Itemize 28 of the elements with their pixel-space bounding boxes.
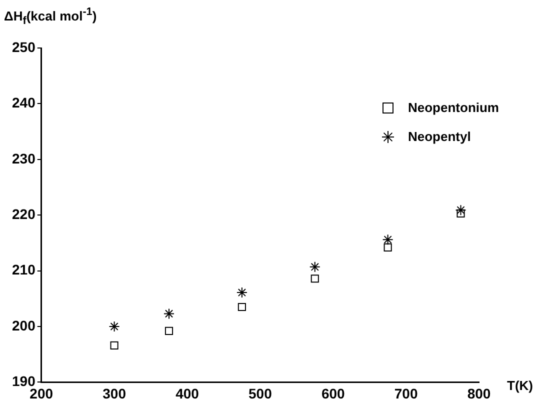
legend-label: Neopentonium [408,100,499,115]
point [108,321,120,332]
point [310,274,319,283]
y-tick-label: 210 [12,262,36,278]
x-tick-label: 400 [176,385,200,402]
y-tick-label: 220 [12,206,36,222]
x-tick-label: 800 [467,385,491,402]
y-tick-label: 240 [12,94,36,111]
point [164,308,175,320]
point [456,209,465,218]
point [384,243,392,252]
x-tick-label: 700 [394,385,418,402]
y-axis-title: ΔH$_{f}$(kcal mol$^{-1}$) [4,6,97,27]
point [455,204,466,216]
point [309,261,320,272]
point [164,326,174,335]
y-tick-label: 200 [12,317,36,334]
point [238,302,246,312]
legend-label: Neopentyl [408,129,471,144]
point [236,287,248,298]
point [110,341,118,350]
point [382,234,394,246]
x-tick-label: 500 [248,385,272,402]
y-tick-label: 230 [12,150,36,166]
x-tick-label: 300 [102,385,126,402]
x-tick-label: 600 [321,385,346,402]
x-axis-title: T(K) [507,378,533,393]
y-tick-label: 250 [12,38,36,55]
